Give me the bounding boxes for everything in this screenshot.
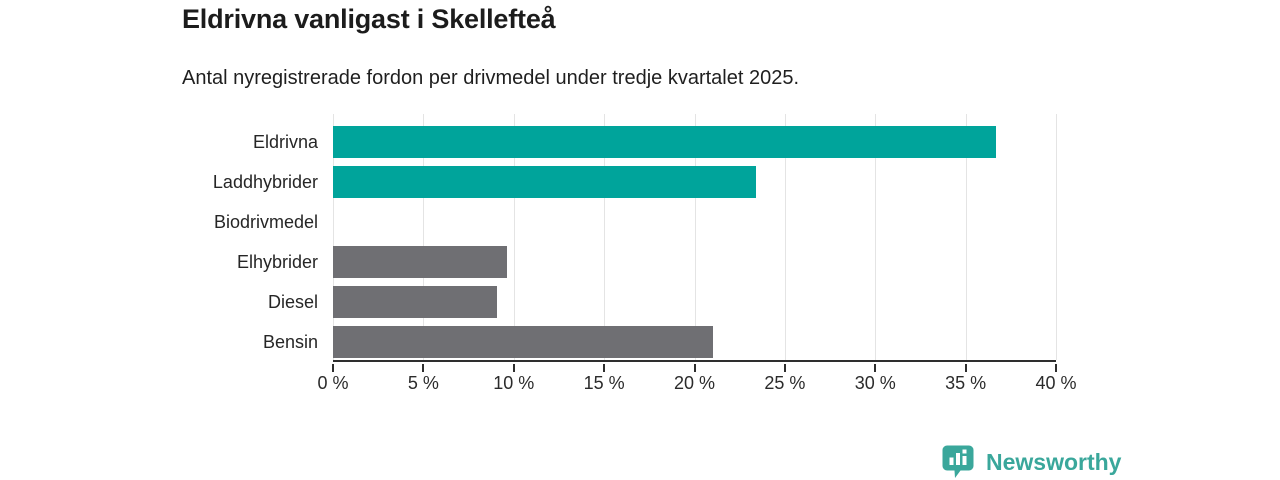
bar-eldrivna — [333, 126, 997, 158]
gridline-25 — [784, 114, 786, 360]
bar-elhybrider — [333, 246, 507, 278]
category-label-biodrivmedel: Biodrivmedel — [213, 212, 318, 232]
x-axis-labels: 0 % 5 % 10 % 15 % 20 % 25 % 30 % 35 % 40 % — [317, 373, 1076, 397]
x-tick-mark-30 — [874, 364, 877, 372]
x-tick-label-20: 20 % — [673, 373, 716, 393]
category-label-diesel: Diesel — [267, 292, 318, 312]
x-axis-ticks — [332, 364, 1057, 372]
category-label-laddhybrider: Laddhybrider — [212, 172, 318, 192]
gridline-20 — [694, 114, 696, 360]
x-tick-mark-10 — [512, 364, 515, 372]
newsworthy-logo-icon — [942, 445, 974, 478]
x-tick-mark-0 — [332, 364, 334, 372]
x-tick-label-30: 30 % — [854, 373, 896, 393]
x-tick-label-10: 10 % — [493, 373, 535, 393]
newsworthy-branding: Newsworthy — [941, 444, 1121, 480]
x-tick-label-35: 35 % — [945, 373, 987, 393]
category-label-bensin: Bensin — [262, 332, 318, 352]
gridline-30 — [875, 114, 877, 360]
x-tick-mark-15 — [603, 364, 606, 372]
gridline-35 — [965, 114, 967, 360]
x-tick-label-5: 5 % — [407, 373, 439, 393]
x-tick-mark-35 — [964, 364, 967, 372]
chart-subtitle: Antal nyregistrerade fordon per drivmede… — [182, 67, 800, 89]
gridline-40 — [1056, 114, 1057, 360]
bar-bensin — [333, 326, 713, 358]
x-tick-label-15: 15 % — [583, 373, 625, 393]
gridline-5 — [423, 114, 425, 360]
x-tick-mark-40 — [1055, 364, 1057, 372]
category-axis: Eldrivna Laddhybrider Biodrivmedel Elhybrid… — [0, 114, 318, 362]
category-label-elhybrider: Elhybrider — [236, 252, 318, 272]
gridline-10 — [513, 114, 515, 360]
category-label-eldrivna: Eldrivna — [252, 132, 318, 152]
chart-title: Eldrivna vanligast i Skellefteå — [182, 4, 556, 34]
bar-diesel — [333, 286, 498, 318]
x-tick-mark-25 — [783, 364, 786, 372]
x-tick-label-40: 40 % — [1035, 373, 1077, 393]
x-tick-label-25: 25 % — [764, 373, 806, 393]
newsworthy-logo-text: Newsworthy — [986, 449, 1122, 475]
gridline-0 — [333, 114, 334, 360]
x-tick-mark-20 — [693, 364, 696, 372]
gridline-15 — [604, 114, 606, 360]
x-tick-label-0: 0 % — [317, 373, 349, 393]
plot-area — [333, 114, 1057, 362]
x-tick-mark-5 — [422, 364, 425, 372]
bar-laddhybrider — [333, 166, 756, 198]
